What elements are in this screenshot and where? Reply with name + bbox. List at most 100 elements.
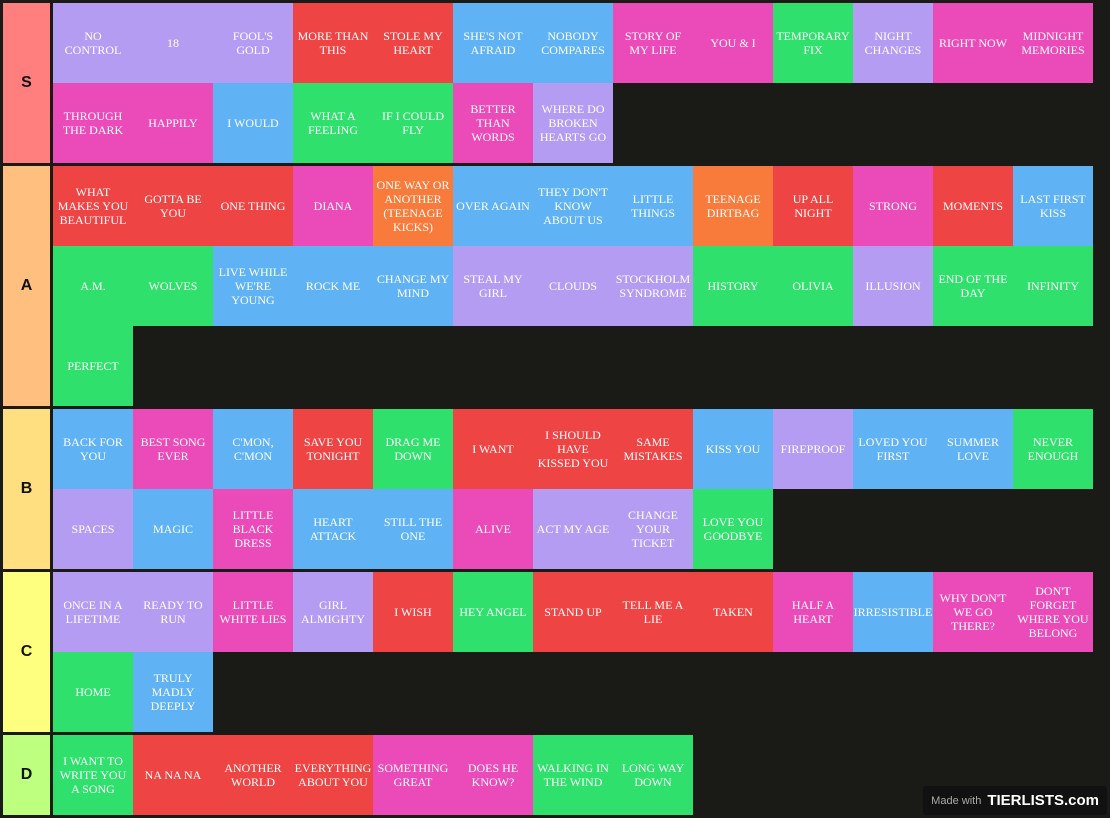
tier-item[interactable]: NIGHT CHANGES xyxy=(853,3,933,83)
tier-item[interactable]: SHE'S NOT AFRAID xyxy=(453,3,533,83)
tier-item[interactable]: ILLUSION xyxy=(853,246,933,326)
tier-item[interactable]: ONE THING xyxy=(213,166,293,246)
tier-label: D xyxy=(3,735,50,815)
tier-item[interactable]: I WISH xyxy=(373,572,453,652)
tier-item[interactable]: NEVER ENOUGH xyxy=(1013,409,1093,489)
tier-item[interactable]: SAVE YOU TONIGHT xyxy=(293,409,373,489)
tier-item[interactable]: STOLE MY HEART xyxy=(373,3,453,83)
tier-item[interactable]: I SHOULD HAVE KISSED YOU xyxy=(533,409,613,489)
tier-item[interactable]: HALF A HEART xyxy=(773,572,853,652)
tier-item[interactable]: OVER AGAIN xyxy=(453,166,533,246)
tier-item[interactable]: SAME MISTAKES xyxy=(613,409,693,489)
tier-item[interactable]: WHY DON'T WE GO THERE? xyxy=(933,572,1013,652)
tier-item[interactable]: STILL THE ONE xyxy=(373,489,453,569)
tier-item[interactable]: FIREPROOF xyxy=(773,409,853,489)
watermark-brand: TIERLISTS.com xyxy=(987,792,1099,809)
tier-item[interactable]: PERFECT xyxy=(53,326,133,406)
tier-item[interactable]: I WANT xyxy=(453,409,533,489)
tier-item[interactable]: UP ALL NIGHT xyxy=(773,166,853,246)
tier-item[interactable]: LIVE WHILE WE'RE YOUNG xyxy=(213,246,293,326)
tier-item[interactable]: MIDNIGHT MEMORIES xyxy=(1013,3,1093,83)
tier-item[interactable]: HISTORY xyxy=(693,246,773,326)
tier-item[interactable]: LOVED YOU FIRST xyxy=(853,409,933,489)
tier-items: I WANT TO WRITE YOU A SONG NA NA NA ANOTHE… xyxy=(53,735,1093,815)
tier-item[interactable]: ONE WAY OR ANOTHER (TEENAGE KICKS) xyxy=(373,166,453,246)
tier-item[interactable]: DON'T FORGET WHERE YOU BELONG xyxy=(1013,572,1093,652)
tier-item[interactable]: SUMMER LOVE xyxy=(933,409,1013,489)
tier-item[interactable]: TEENAGE DIRTBAG xyxy=(693,166,773,246)
tier-item[interactable]: ACT MY AGE xyxy=(533,489,613,569)
tier-item[interactable]: TRULY MADLY DEEPLY xyxy=(133,652,213,732)
tier-item[interactable]: ROCK ME xyxy=(293,246,373,326)
tier-item[interactable]: STAND UP xyxy=(533,572,613,652)
tier-item[interactable]: WHERE DO BROKEN HEARTS GO xyxy=(533,83,613,163)
tier-item[interactable]: LITTLE BLACK DRESS xyxy=(213,489,293,569)
tier-item[interactable]: STEAL MY GIRL xyxy=(453,246,533,326)
tier-item[interactable]: WHAT A FEELING xyxy=(293,83,373,163)
tier-item[interactable]: LITTLE THINGS xyxy=(613,166,693,246)
tier-label: A xyxy=(3,166,50,406)
tier-item[interactable]: KISS YOU xyxy=(693,409,773,489)
tier-item[interactable]: CHANGE YOUR TICKET xyxy=(613,489,693,569)
tier-item[interactable]: DOES HE KNOW? xyxy=(453,735,533,815)
tier-item[interactable]: WALKING IN THE WIND xyxy=(533,735,613,815)
tier-item[interactable]: LONG WAY DOWN xyxy=(613,735,693,815)
tier-item[interactable]: BACK FOR YOU xyxy=(53,409,133,489)
tier-item[interactable]: IRRESISTIBLE xyxy=(853,572,933,652)
tier-row: C ONCE IN A LIFETIME READY TO RUN LITTLE WH… xyxy=(3,572,1093,732)
tier-item[interactable]: TEMPORARY FIX xyxy=(773,3,853,83)
tier-item[interactable]: MOMENTS xyxy=(933,166,1013,246)
tier-item[interactable]: STRONG xyxy=(853,166,933,246)
tier-item[interactable]: STOCKHOLM SYNDROME xyxy=(613,246,693,326)
tier-item[interactable]: DIANA xyxy=(293,166,373,246)
tier-item[interactable]: END OF THE DAY xyxy=(933,246,1013,326)
tier-item[interactable]: INFINITY xyxy=(1013,246,1093,326)
tier-item[interactable]: GIRL ALMIGHTY xyxy=(293,572,373,652)
tier-item[interactable]: LAST FIRST KISS xyxy=(1013,166,1093,246)
tier-item[interactable]: DRAG ME DOWN xyxy=(373,409,453,489)
tier-item[interactable]: OLIVIA xyxy=(773,246,853,326)
tier-item[interactable]: NOBODY COMPARES xyxy=(533,3,613,83)
tier-item[interactable]: HOME xyxy=(53,652,133,732)
tier-item[interactable]: YOU & I xyxy=(693,3,773,83)
tier-item[interactable]: TELL ME A LIE xyxy=(613,572,693,652)
tier-item[interactable]: 18 xyxy=(133,3,213,83)
watermark[interactable]: Made with TIERLISTS.com xyxy=(923,786,1107,815)
tier-item[interactable]: CHANGE MY MIND xyxy=(373,246,453,326)
tier-item[interactable]: RIGHT NOW xyxy=(933,3,1013,83)
tier-item[interactable]: WHAT MAKES YOU BEAUTIFUL xyxy=(53,166,133,246)
tier-item[interactable]: SOMETHING GREAT xyxy=(373,735,453,815)
tier-item[interactable]: HEART ATTACK xyxy=(293,489,373,569)
tier-item[interactable]: NA NA NA xyxy=(133,735,213,815)
tier-item[interactable]: ONCE IN A LIFETIME xyxy=(53,572,133,652)
tier-item[interactable]: I WANT TO WRITE YOU A SONG xyxy=(53,735,133,815)
tier-board: S NO CONTROL 18 FOOL'S GOLD MORE THAN THIS ST… xyxy=(3,3,1093,818)
tier-item[interactable]: ANOTHER WORLD xyxy=(213,735,293,815)
tier-item[interactable]: FOOL'S GOLD xyxy=(213,3,293,83)
tier-item[interactable]: STORY OF MY LIFE xyxy=(613,3,693,83)
tier-item[interactable]: BEST SONG EVER xyxy=(133,409,213,489)
tier-item[interactable]: READY TO RUN xyxy=(133,572,213,652)
tier-item[interactable]: BETTER THAN WORDS xyxy=(453,83,533,163)
tier-item[interactable]: LITTLE WHITE LIES xyxy=(213,572,293,652)
tier-item[interactable]: NO CONTROL xyxy=(53,3,133,83)
tier-item[interactable]: HEY ANGEL xyxy=(453,572,533,652)
tier-item[interactable]: LOVE YOU GOODBYE xyxy=(693,489,773,569)
tier-item[interactable]: GOTTA BE YOU xyxy=(133,166,213,246)
tier-item[interactable]: SPACES xyxy=(53,489,133,569)
tier-item[interactable]: THEY DON'T KNOW ABOUT US xyxy=(533,166,613,246)
tier-item[interactable]: A.M. xyxy=(53,246,133,326)
tier-row: A WHAT MAKES YOU BEAUTIFUL GOTTA BE YOU ONE… xyxy=(3,166,1093,406)
tier-item[interactable]: WOLVES xyxy=(133,246,213,326)
tier-item[interactable]: CLOUDS xyxy=(533,246,613,326)
tier-item[interactable]: EVERYTHING ABOUT YOU xyxy=(293,735,373,815)
tier-item[interactable]: C'MON, C'MON xyxy=(213,409,293,489)
tier-item[interactable]: I WOULD xyxy=(213,83,293,163)
tier-item[interactable]: IF I COULD FLY xyxy=(373,83,453,163)
tier-item[interactable]: ALIVE xyxy=(453,489,533,569)
tier-item[interactable]: MORE THAN THIS xyxy=(293,3,373,83)
tier-item[interactable]: THROUGH THE DARK xyxy=(53,83,133,163)
tier-item[interactable]: MAGIC xyxy=(133,489,213,569)
tier-item[interactable]: HAPPILY xyxy=(133,83,213,163)
tier-item[interactable]: TAKEN xyxy=(693,572,773,652)
